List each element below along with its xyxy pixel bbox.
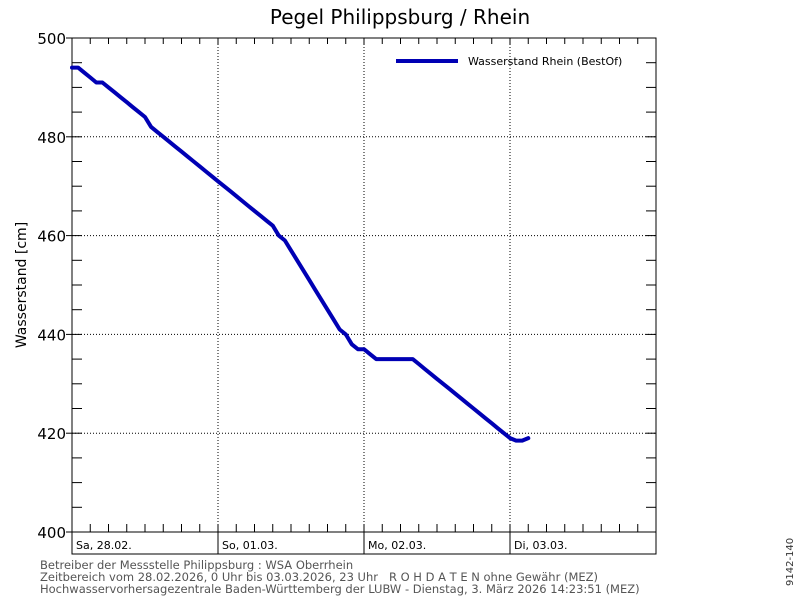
x-tick-label: Di, 03.03. bbox=[514, 539, 568, 552]
y-tick-label: 420 bbox=[37, 425, 66, 443]
chart-id: 9142-140 bbox=[785, 537, 796, 586]
legend-label: Wasserstand Rhein (BestOf) bbox=[468, 55, 622, 68]
x-tick-label: Sa, 28.02. bbox=[76, 539, 132, 552]
footer-timerange: Zeitbereich vom 28.02.2026, 0 Uhr bis 03… bbox=[40, 570, 598, 584]
y-tick-label: 400 bbox=[37, 524, 66, 542]
plot-area: 400 420 440 460 480 500 Sa, 28.02. So, 01.03. Mo… bbox=[37, 30, 657, 555]
footer-operator: Betreiber der Messstelle Philippsburg : … bbox=[40, 558, 354, 572]
footer-publisher: Hochwasservorhersagezentrale Baden-Württ… bbox=[40, 582, 640, 596]
x-tick-label: So, 01.03. bbox=[222, 539, 278, 552]
legend: Wasserstand Rhein (BestOf) bbox=[396, 55, 622, 68]
y-tick-label: 500 bbox=[37, 30, 66, 48]
y-tick-label: 460 bbox=[37, 228, 66, 246]
x-tick-label: Mo, 02.03. bbox=[368, 539, 426, 552]
chart-title: Pegel Philippsburg / Rhein bbox=[270, 5, 530, 29]
series-line bbox=[70, 65, 531, 443]
y-tick-label: 480 bbox=[37, 129, 66, 147]
y-axis-label: Wasserstand [cm] bbox=[14, 222, 30, 348]
y-tick-label: 440 bbox=[37, 326, 66, 344]
